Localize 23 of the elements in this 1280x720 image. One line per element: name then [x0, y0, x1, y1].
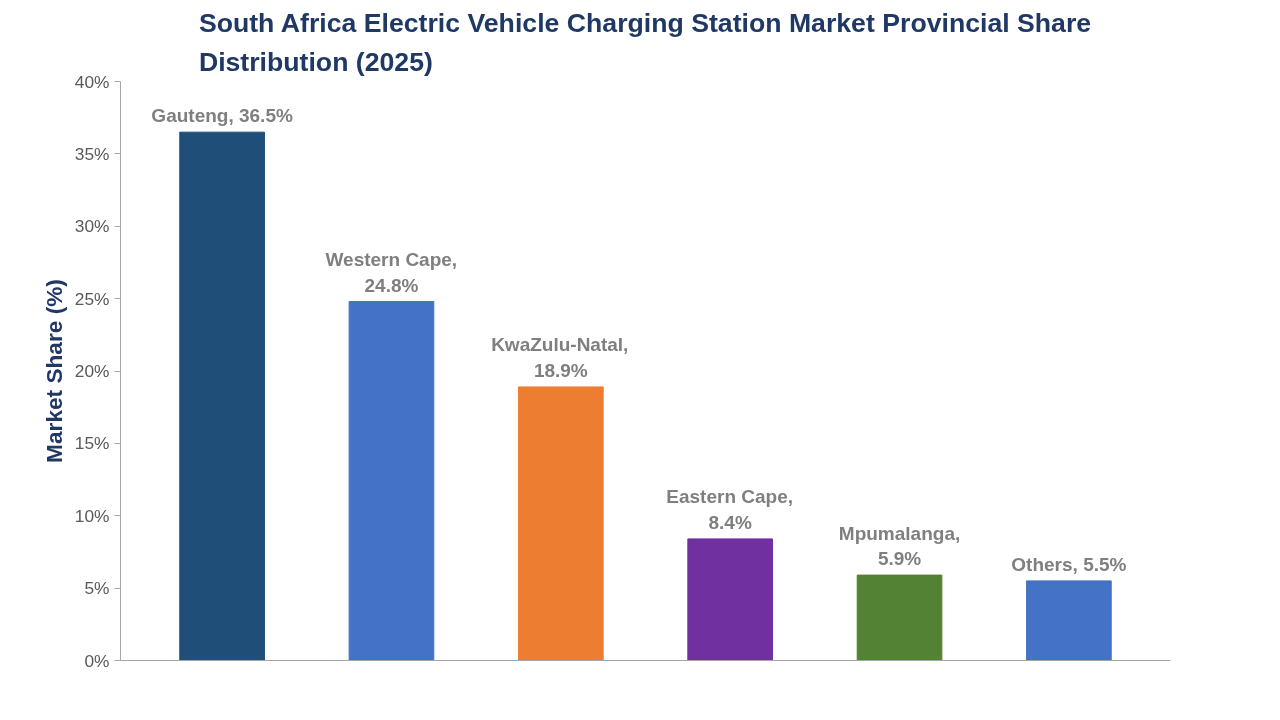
y-axis-title: Market Share (%) — [40, 279, 67, 463]
data-label: Gauteng, 36.5% — [151, 105, 293, 127]
data-label: Mpumalanga, 5.9% — [838, 522, 961, 570]
chart-title: South Africa Electric Vehicle Charging Station Market Provincial Share Distribution (2025) — [198, 7, 1092, 77]
y-tick-label: 30% — [74, 216, 110, 237]
y-tick-label: 5% — [84, 578, 110, 599]
y-tick-label: 35% — [74, 143, 110, 164]
data-label: KwaZulu-Natal, 18.9% — [491, 334, 629, 382]
bar — [1026, 580, 1112, 661]
y-tick-label: 40% — [74, 71, 110, 92]
y-tick-label: 10% — [74, 505, 110, 526]
bar — [348, 301, 435, 661]
bar — [856, 574, 943, 661]
data-label: Others, 5.5% — [1011, 554, 1127, 576]
data-label: Eastern Cape, 8.4% — [666, 486, 794, 534]
y-tick-label: 25% — [74, 288, 110, 309]
data-label: Western Cape, 24.8% — [325, 249, 458, 296]
bar — [687, 538, 774, 661]
bar — [179, 131, 265, 661]
y-tick-label: 20% — [74, 361, 110, 381]
y-tick-label: 15% — [74, 433, 110, 454]
y-tick-label: 0% — [84, 650, 110, 671]
bar — [517, 386, 604, 661]
